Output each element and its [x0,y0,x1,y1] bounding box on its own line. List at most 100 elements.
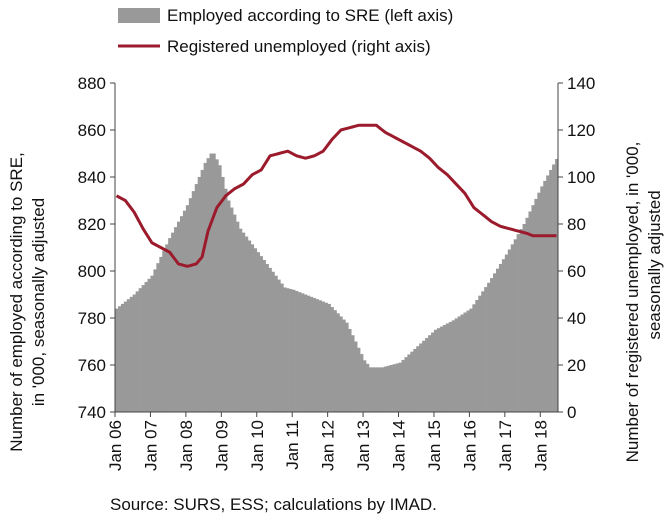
x-tick-label: Jan 06 [106,420,125,471]
employed-bar [159,256,163,412]
employed-bar [478,295,482,412]
employed-bar [123,301,128,412]
right-axis-title-line2: seasonally adjusted [645,190,664,339]
employed-bar [410,351,414,412]
employed-bar [236,221,240,412]
right-tick-label: 0 [567,403,576,422]
right-axis-title-line1: Number of registered unemployed, in '000… [623,142,642,463]
employed-bar [439,326,444,412]
employed-bar [179,216,184,412]
employed-bar [274,275,278,412]
employed-bar [224,188,228,412]
employed-bar [386,365,390,412]
x-tick-label: Jan 17 [496,420,515,471]
employed-bar [330,307,334,412]
employed-bar [540,186,544,412]
employed-bar [191,191,196,412]
employed-bar [413,348,417,412]
employed-bar [433,329,438,412]
employed-bar [247,240,252,412]
x-axis-ticks: Jan 06 Jan 07 Jan 08 Jan 09 Jan 10 Jan 11 Jan … [106,412,550,471]
employed-bar [250,244,255,412]
left-axis-title-2: in '000, seasonally adjusted [29,198,48,406]
employed-bar [265,263,269,412]
employed-bar [301,293,305,412]
employed-bar [481,291,485,412]
employed-bar [366,363,370,412]
employed-bar [528,211,532,412]
employed-bar [549,169,553,412]
employed-bar [392,364,396,412]
employed-bar [445,323,450,412]
x-tick-label: Jan 18 [531,420,550,471]
employed-bar [357,347,361,412]
employed-bar [312,298,317,412]
employed-bar [304,294,308,412]
x-tick-label: Jan 15 [425,420,444,471]
x-tick-label: Jan 12 [319,420,338,471]
x-tick-label: Jan 11 [283,420,302,470]
legend-label-employed: Employed according to SRE (left axis) [167,6,453,25]
employed-bar [360,354,364,412]
right-tick-label: 140 [567,74,595,93]
employed-bar [510,244,514,412]
employed-bar [286,288,290,412]
employed-bar [230,207,234,412]
employed-bar [138,288,142,412]
employed-bar [271,271,275,412]
left-tick-label: 840 [78,168,106,187]
employed-bar [348,328,352,412]
employed-bar [522,224,526,412]
employed-bar [315,299,320,412]
employed-bar [339,316,343,412]
employed-bar [221,177,225,412]
employed-bar [324,302,328,412]
employed-bar [495,268,500,412]
employed-bar [555,158,559,412]
employed-bar [185,205,190,412]
employed-bar [363,360,367,412]
employed-bar [129,296,134,412]
employed-bar [537,192,541,412]
employed-bar [177,221,181,412]
employed-bar [162,250,166,412]
right-tick-label: 80 [567,215,586,234]
employed-bar [454,318,458,412]
employed-bar [513,239,517,412]
employed-bar [368,367,373,412]
employed-bar [200,169,204,412]
employed-bar [504,254,509,412]
employed-bar [534,198,538,412]
left-tick-label: 780 [78,309,106,328]
employed-bar [241,232,246,412]
employed-bar [336,313,340,412]
employed-bar [525,217,529,412]
employed-bar [475,299,479,412]
legend-label-unemployed: Registered unemployed (right axis) [167,37,431,56]
employed-bar [401,359,405,412]
legend: Employed according to SRE (left axis) Re… [118,6,453,56]
employed-bar [147,278,151,412]
employed-bar [197,177,201,412]
employed-bar [407,354,411,412]
employed-bar [436,328,441,412]
employed-bar [188,198,193,412]
employed-bar [531,205,535,412]
right-tick-label: 120 [567,121,595,140]
employed-bar [233,214,237,412]
x-tick-label: Jan 08 [177,420,196,471]
employed-bar [215,159,219,412]
employed-bar [289,289,293,412]
employed-bar [463,312,467,412]
employed-bar [516,234,520,412]
employed-bar [398,362,402,412]
employed-bar [132,294,136,412]
x-tick-label: Jan 13 [354,420,373,471]
x-tick-label: Jan 09 [212,420,231,471]
employed-bar [262,260,266,412]
employed-bar [487,282,491,412]
left-tick-label: 760 [78,356,106,375]
employed-bar [256,252,261,412]
employed-bar [377,367,382,412]
